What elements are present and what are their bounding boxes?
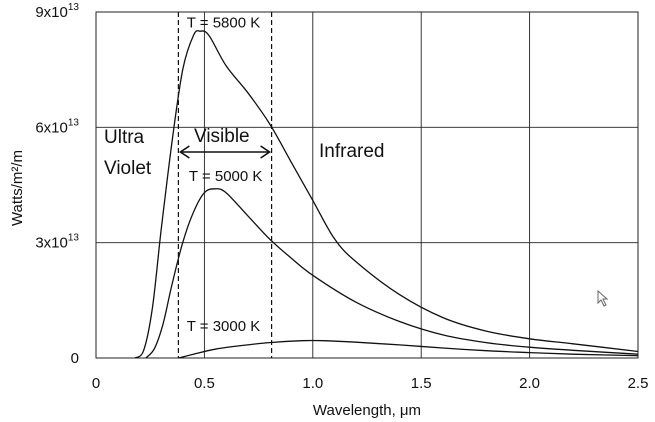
x-axis-title: Wavelength, μm bbox=[313, 402, 421, 419]
ultra-label: Ultra bbox=[104, 127, 145, 148]
mouse-cursor-icon bbox=[597, 289, 609, 307]
visible-arrow-left-head bbox=[178, 145, 190, 159]
series-label-3: T = 3000 K bbox=[187, 318, 261, 335]
y-tick-base: 9x10 bbox=[35, 4, 68, 21]
visible-band bbox=[177, 12, 273, 358]
curves: T = 5800 K T = 5000 K T = 3000 K bbox=[134, 14, 639, 359]
y-tick-base: 0 bbox=[71, 350, 79, 367]
x-tick-label: 1.5 bbox=[411, 375, 432, 392]
x-tick-label: 1.0 bbox=[302, 375, 323, 392]
visible-arrow-right-head bbox=[260, 145, 272, 159]
infrared-label: Infrared bbox=[319, 141, 384, 162]
y-tick-exponent: 13 bbox=[68, 2, 80, 13]
x-tick-label: 0.5 bbox=[194, 375, 215, 392]
series-line-3 bbox=[178, 339, 639, 359]
x-tick-label: 2.0 bbox=[519, 375, 540, 392]
y-tick-label: 3x1013 bbox=[35, 233, 79, 252]
y-tick-exponent: 13 bbox=[68, 233, 80, 244]
series-label-1: T = 5800 K bbox=[187, 14, 261, 31]
y-tick-base: 6x10 bbox=[35, 119, 68, 136]
y-tick-exponent: 13 bbox=[68, 117, 80, 128]
series-line-1 bbox=[134, 30, 639, 359]
y-tick-label: 0 bbox=[71, 350, 79, 367]
series-line-2 bbox=[145, 188, 639, 359]
y-tick-base: 3x10 bbox=[35, 235, 68, 252]
y-tick-label: 9x1013 bbox=[35, 2, 79, 21]
series-label-2: T = 5000 K bbox=[189, 168, 263, 185]
x-tick-label: 2.5 bbox=[628, 375, 649, 392]
y-axis-title: Watts/m²/m bbox=[9, 150, 26, 226]
x-tick-label: 0 bbox=[92, 375, 100, 392]
grid bbox=[96, 12, 638, 358]
visible-label: Visible bbox=[194, 126, 250, 147]
violet-label: Violet bbox=[104, 158, 152, 179]
plot-frame bbox=[95, 11, 639, 359]
y-tick-label: 6x1013 bbox=[35, 117, 79, 136]
